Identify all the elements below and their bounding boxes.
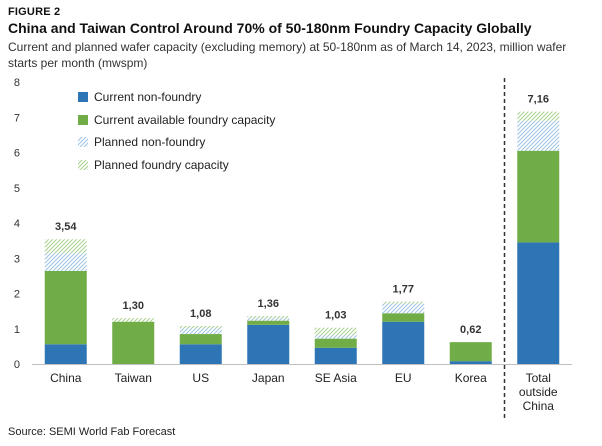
bar-segment-current-non-foundry bbox=[247, 324, 290, 364]
bar-segment-current-non-foundry bbox=[382, 321, 425, 364]
legend-label: Current available foundry capacity bbox=[94, 112, 276, 127]
bar-segment-planned-foundry-capacity bbox=[44, 239, 87, 254]
bar-segment-current-available-foundry-capacity bbox=[179, 334, 222, 345]
bar-segment-current-non-foundry bbox=[44, 344, 87, 364]
bar-segment-current-available-foundry-capacity bbox=[382, 313, 425, 322]
bar-segment-planned-non-foundry bbox=[44, 253, 87, 271]
bar-total-label: 1,08 bbox=[190, 308, 211, 320]
bar-segment-planned-non-foundry bbox=[382, 303, 425, 314]
bar-segment-current-non-foundry bbox=[179, 344, 222, 364]
bar-segment-current-available-foundry-capacity bbox=[112, 321, 155, 364]
legend-item: Planned non-foundry bbox=[78, 131, 275, 154]
legend-label: Planned foundry capacity bbox=[94, 157, 229, 172]
x-tick-label: Korea bbox=[455, 371, 487, 385]
legend: Current non-foundry Current available fou… bbox=[78, 86, 275, 176]
bar-segment-planned-foundry-capacity bbox=[382, 301, 425, 304]
x-tick-label: China bbox=[523, 399, 555, 413]
legend-label: Planned non-foundry bbox=[94, 135, 206, 150]
figure-label: FIGURE 2 bbox=[8, 6, 61, 18]
bar-segment-current-non-foundry bbox=[314, 347, 357, 364]
chart-title: China and Taiwan Control Around 70% of 5… bbox=[8, 20, 532, 36]
y-tick-label: 3 bbox=[14, 253, 20, 265]
bar-segment-current-non-foundry bbox=[517, 242, 560, 364]
legend-label: Current non-foundry bbox=[94, 90, 202, 105]
y-tick-label: 1 bbox=[14, 324, 20, 336]
y-tick-label: 4 bbox=[14, 218, 20, 230]
bar-segment-planned-foundry-capacity bbox=[179, 325, 222, 329]
legend-item: Planned foundry capacity bbox=[78, 154, 275, 177]
bar-segment-planned-foundry-capacity bbox=[112, 318, 155, 322]
bar-total-label: 1,30 bbox=[123, 300, 144, 312]
legend-swatch bbox=[78, 137, 88, 148]
x-tick-label: EU bbox=[395, 371, 412, 385]
x-tick-label: outside bbox=[519, 385, 558, 399]
bar-total-label: 0,62 bbox=[460, 324, 481, 336]
bar-segment-planned-non-foundry bbox=[247, 318, 290, 321]
legend-item: Current available foundry capacity bbox=[78, 109, 275, 132]
bar-segment-planned-foundry-capacity bbox=[517, 111, 560, 121]
bar-total-label: 3,54 bbox=[55, 221, 77, 233]
x-tick-label: Total bbox=[526, 371, 551, 385]
bar-segment-current-available-foundry-capacity bbox=[44, 270, 87, 345]
bar-segment-current-available-foundry-capacity bbox=[247, 320, 290, 325]
y-tick-label: 5 bbox=[14, 183, 20, 195]
bar-segment-planned-foundry-capacity bbox=[247, 316, 290, 319]
x-tick-label: US bbox=[192, 371, 209, 385]
bar-total-label: 1,03 bbox=[325, 310, 346, 322]
legend-item: Current non-foundry bbox=[78, 86, 275, 109]
bar-segment-current-available-foundry-capacity bbox=[517, 150, 560, 243]
bar-segment-planned-non-foundry bbox=[179, 328, 222, 335]
x-tick-label: SE Asia bbox=[315, 371, 357, 385]
y-tick-label: 6 bbox=[14, 148, 20, 160]
bar-total-label: 1,36 bbox=[258, 298, 279, 310]
y-tick-label: 2 bbox=[14, 289, 20, 301]
bar-total-label: 1,77 bbox=[393, 284, 414, 296]
chart-subtitle: Current and planned wafer capacity (excl… bbox=[8, 40, 567, 70]
x-tick-label: China bbox=[50, 371, 82, 385]
x-tick-label: Taiwan bbox=[115, 371, 152, 385]
bar-segment-current-available-foundry-capacity bbox=[314, 338, 357, 348]
bar-segment-current-available-foundry-capacity bbox=[449, 342, 492, 362]
bar-segment-current-non-foundry bbox=[449, 361, 492, 364]
y-tick-label: 8 bbox=[14, 77, 20, 89]
legend-swatch bbox=[78, 92, 88, 103]
bar-segment-planned-foundry-capacity bbox=[314, 327, 357, 336]
legend-swatch bbox=[78, 159, 88, 170]
source-note: Source: SEMI World Fab Forecast bbox=[8, 426, 176, 438]
y-tick-label: 7 bbox=[14, 112, 20, 124]
bar-total-label: 7,16 bbox=[528, 94, 549, 106]
bar-segment-planned-non-foundry bbox=[314, 335, 357, 339]
x-tick-label: Japan bbox=[252, 371, 285, 385]
y-tick-label: 0 bbox=[14, 359, 20, 371]
bar-segment-planned-non-foundry bbox=[517, 120, 560, 151]
legend-swatch bbox=[78, 114, 88, 125]
